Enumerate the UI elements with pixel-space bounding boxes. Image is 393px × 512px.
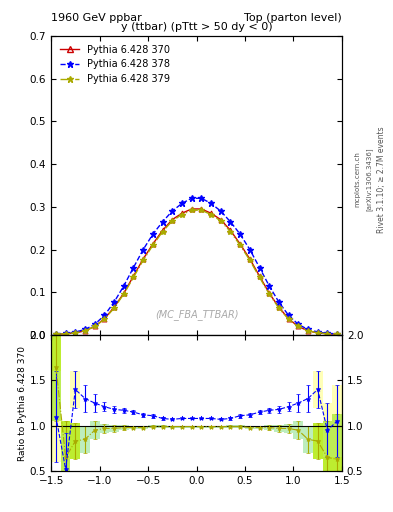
Title: y (ttbar) (pTtt > 50 dy < 0): y (ttbar) (pTtt > 50 dy < 0) — [121, 23, 272, 32]
Text: [arXiv:1306.3436]: [arXiv:1306.3436] — [366, 147, 373, 211]
Text: Top (parton level): Top (parton level) — [244, 13, 342, 23]
Y-axis label: Ratio to Pythia 6.428 370: Ratio to Pythia 6.428 370 — [18, 346, 27, 460]
Text: (MC_FBA_TTBAR): (MC_FBA_TTBAR) — [155, 309, 238, 320]
Text: mcplots.cern.ch: mcplots.cern.ch — [354, 151, 361, 207]
Text: Rivet 3.1.10; ≥ 2.7M events: Rivet 3.1.10; ≥ 2.7M events — [377, 126, 386, 232]
Legend: Pythia 6.428 370, Pythia 6.428 378, Pythia 6.428 379: Pythia 6.428 370, Pythia 6.428 378, Pyth… — [56, 40, 174, 88]
Text: 1960 GeV ppbar: 1960 GeV ppbar — [51, 13, 142, 23]
